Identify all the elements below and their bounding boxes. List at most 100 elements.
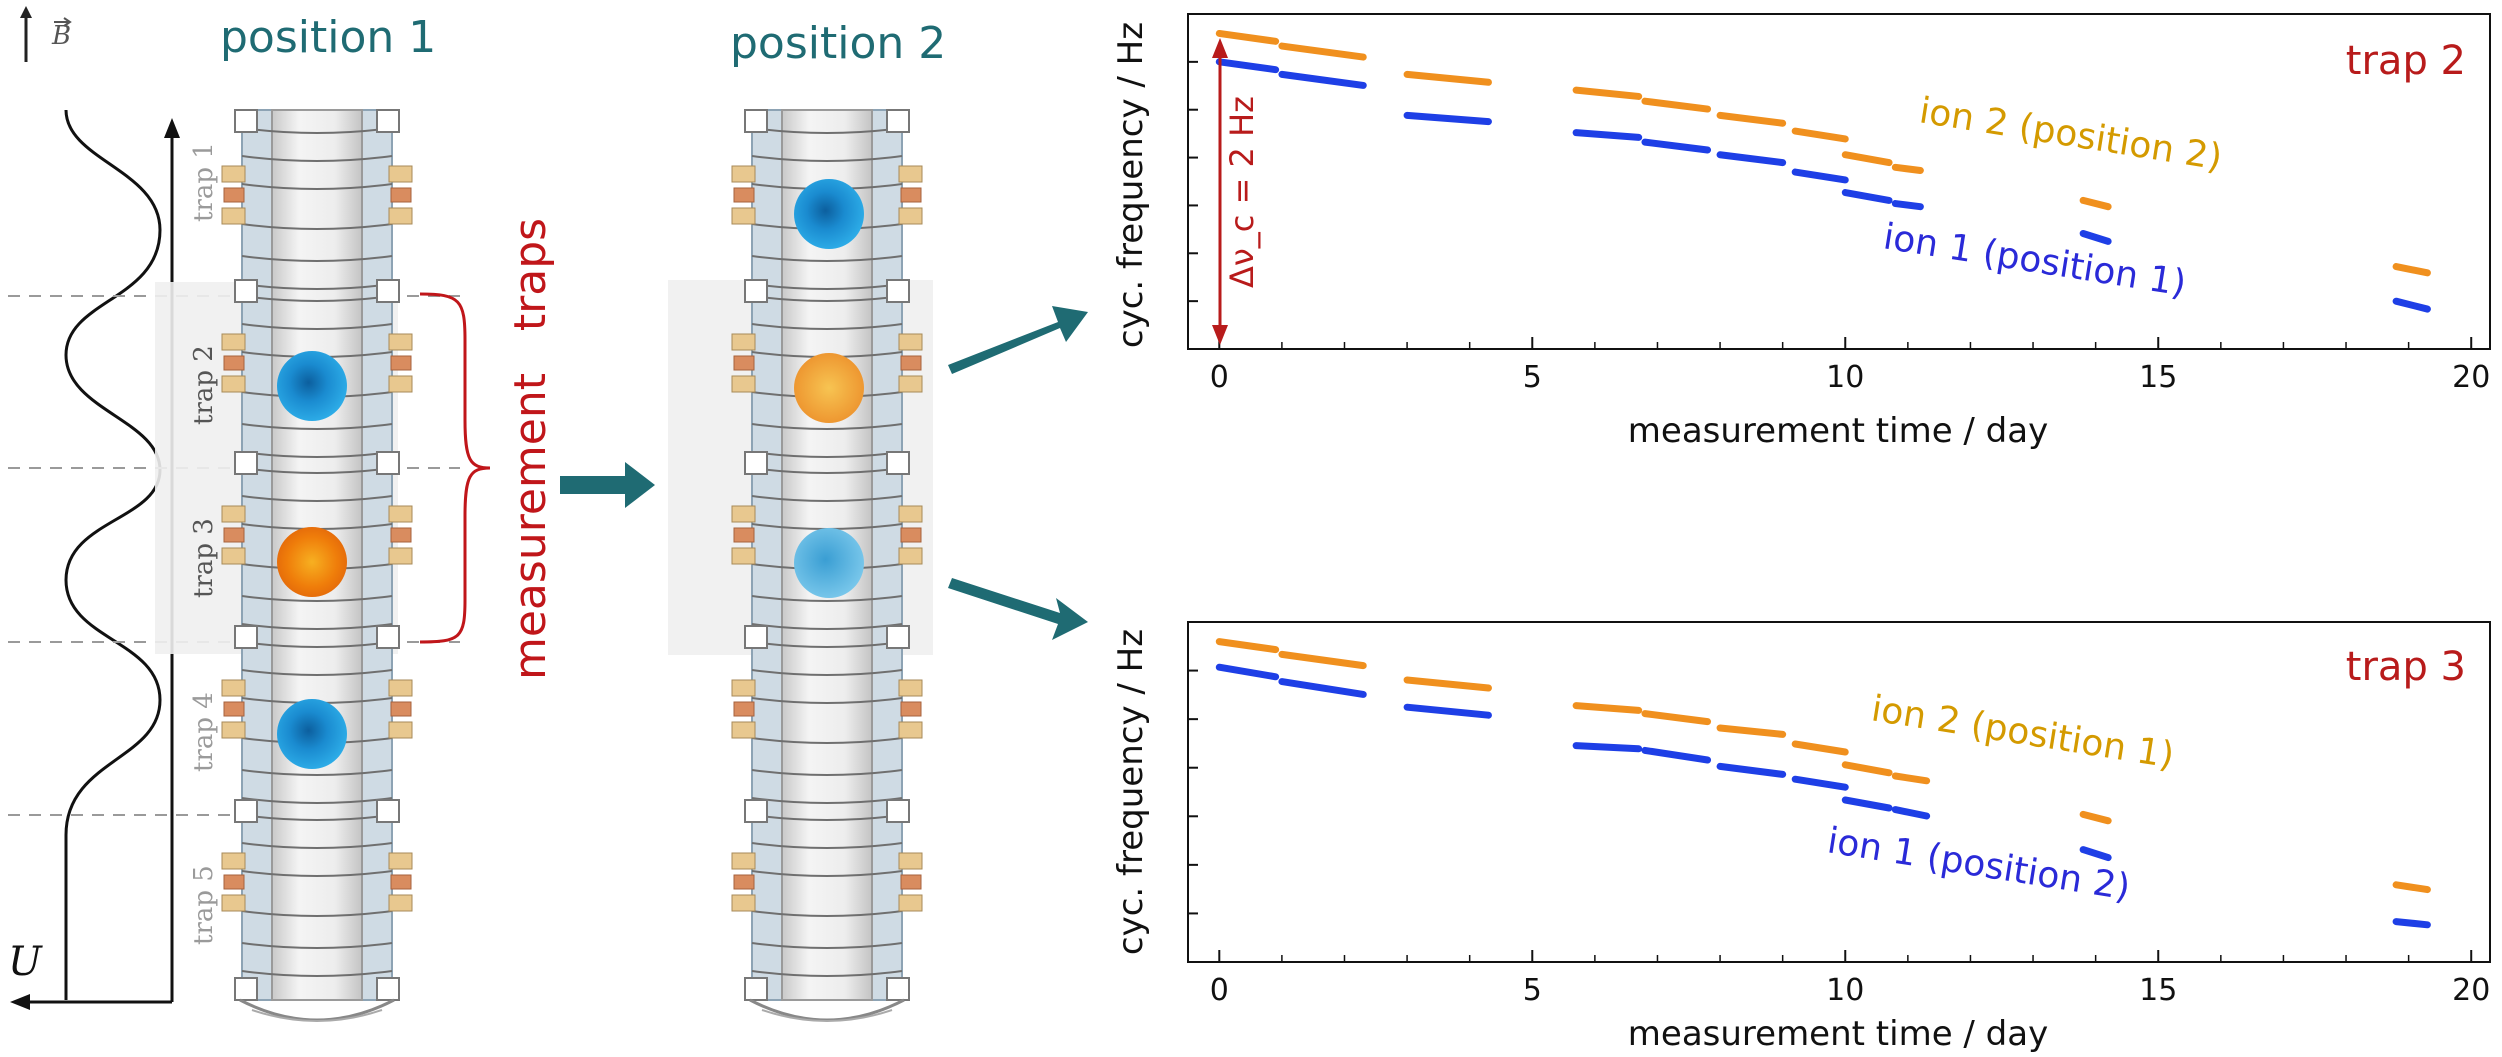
- data-segment: [1841, 189, 1893, 204]
- x-tick-label: 10: [1826, 360, 1864, 395]
- x-tick-label: 5: [1523, 360, 1542, 395]
- electrode-contact: [221, 207, 246, 225]
- electrode-contact: [733, 874, 755, 890]
- x-tick-label: 15: [2139, 360, 2177, 395]
- position-2-title: position 2: [730, 18, 946, 69]
- electrode-contact: [731, 721, 756, 739]
- electrode-ring: [241, 623, 393, 630]
- chart-trap-3: 0 5 10 15 20 trap 3 cyc. frequency / Hz meas…: [1111, 621, 2491, 1054]
- x-tick-label: 10: [1826, 973, 1864, 1008]
- data-segment: [1791, 740, 1849, 756]
- electrode-contact: [900, 874, 922, 890]
- data-segment: [1841, 761, 1893, 777]
- electrode-contact: [221, 894, 246, 912]
- ion-1-trap-3: [794, 528, 864, 598]
- electrode-contact: [898, 505, 923, 523]
- electrode-ring: [241, 423, 393, 430]
- x-tick-label: 0: [1210, 360, 1229, 395]
- trap-label-2: trap 2: [189, 345, 219, 425]
- electrode-contact: [731, 894, 756, 912]
- data-segment: [2392, 918, 2431, 929]
- electrode-ring: [241, 255, 393, 262]
- electrode-ring: [241, 295, 393, 302]
- electrode-contact: [388, 721, 413, 739]
- flange-block: [744, 625, 768, 649]
- ion-spare-trap-1: [794, 179, 864, 249]
- electrode-contact: [388, 333, 413, 351]
- measurement-traps-label: measurement traps: [505, 218, 556, 680]
- x-axis-label: measurement time / day: [1628, 411, 2048, 451]
- flange-block: [234, 451, 258, 475]
- flange-block: [376, 451, 400, 475]
- electrode-ring: [751, 323, 903, 330]
- electrode-contact: [900, 187, 922, 203]
- data-segment: [1716, 724, 1787, 738]
- electrode-ring: [751, 451, 903, 458]
- trap-label-1: trap 1: [189, 142, 219, 222]
- flange-block: [886, 109, 910, 133]
- flange-block: [886, 451, 910, 475]
- electrode-contact: [223, 874, 245, 890]
- flange-block: [376, 977, 400, 1001]
- electrode-ring: [751, 769, 903, 776]
- electrode-ring: [241, 595, 393, 602]
- ion-2-trap-2: [794, 353, 864, 423]
- data-segment: [1791, 127, 1849, 143]
- data-segment: [1716, 762, 1787, 778]
- electrode-ring: [751, 737, 903, 744]
- x-axis-label: measurement time / day: [1628, 1014, 2048, 1054]
- electrode-ring: [751, 910, 903, 917]
- electrode-contact: [221, 165, 246, 183]
- electrode-contacts: [221, 109, 413, 1001]
- electrode-contact: [731, 852, 756, 870]
- electrode-ring: [751, 623, 903, 630]
- electrode-contact: [898, 375, 923, 393]
- electrode-ring: [241, 323, 393, 330]
- electrode-contact: [223, 187, 245, 203]
- electrode-ring: [751, 595, 903, 602]
- electrode-ring: [751, 255, 903, 262]
- data-segment: [1641, 746, 1712, 764]
- electrode-contact: [731, 375, 756, 393]
- flange-block: [234, 977, 258, 1001]
- electrode-contact: [388, 165, 413, 183]
- scale-bar: Δν_c = 2 Hz: [1212, 38, 1261, 345]
- flange-block: [234, 625, 258, 649]
- electrode-contact: [390, 874, 412, 890]
- data-segment: [1403, 676, 1492, 692]
- electrode-ring: [751, 870, 903, 877]
- electrode-contact: [898, 852, 923, 870]
- data-segment: [1841, 796, 1893, 812]
- electrode-contact: [388, 852, 413, 870]
- x-axis: 0 5 10 15 20: [1210, 950, 2490, 1008]
- data-segment: [1572, 702, 1643, 714]
- measurement-traps-brace: [419, 292, 491, 644]
- data-segment: [1215, 663, 1280, 681]
- ion-2-trap-3: [277, 527, 347, 597]
- electrode-contact: [900, 701, 922, 717]
- electrode-ring: [241, 641, 393, 648]
- y-axis-label: cyc. frequency / Hz: [1111, 22, 1151, 348]
- y-axis: [1188, 669, 1198, 915]
- data-segment: [1572, 129, 1643, 141]
- trap-label-3: trap 3: [189, 518, 219, 598]
- electrode-contact: [900, 355, 922, 371]
- electrode-contact: [221, 333, 246, 351]
- electrode-contacts: [731, 109, 923, 1001]
- flange-block: [886, 279, 910, 303]
- electrode-contact: [390, 187, 412, 203]
- chart-trap-2: 0 5 10 15 20 trap 2 cyc. frequency / Hz meas…: [1111, 13, 2491, 451]
- electrode-contact: [221, 679, 246, 697]
- electrode-contact: [898, 721, 923, 739]
- flange-block: [886, 625, 910, 649]
- data-segment: [1215, 638, 1280, 654]
- data-segment: [2079, 229, 2112, 245]
- electrode-ring: [751, 842, 903, 849]
- electrode-contact: [221, 375, 246, 393]
- electrode-contact: [898, 679, 923, 697]
- position-1-title: position 1: [220, 12, 436, 63]
- data-segment: [1278, 70, 1367, 89]
- electrode-contact: [390, 355, 412, 371]
- data-segment: [1891, 163, 1924, 174]
